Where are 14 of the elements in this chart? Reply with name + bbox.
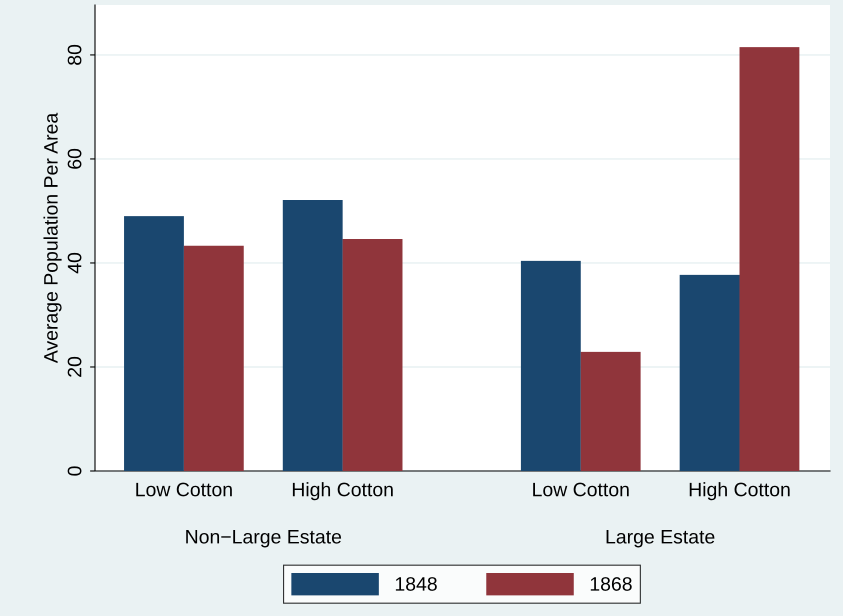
x-tick-label: High Cotton <box>292 482 393 500</box>
legend-label: 1868 <box>590 577 632 591</box>
text: Non−Large Estate <box>186 530 342 548</box>
y-tick-label: 20 <box>68 356 82 377</box>
x-tick-label: Low Cotton <box>533 482 629 496</box>
text: Large Estate <box>606 530 714 548</box>
x-tick-label: Low Cotton <box>136 482 232 496</box>
y-tick-label: 40 <box>68 252 82 274</box>
y-axis-title: Average Population Per Area <box>43 112 62 364</box>
y-tick-label: 60 <box>68 148 82 169</box>
legend-label: 1848 <box>396 577 437 591</box>
y-tick-label: 0 <box>68 466 82 476</box>
x-tick-label: High Cotton <box>690 482 790 500</box>
y-tick-label: 80 <box>68 44 82 65</box>
